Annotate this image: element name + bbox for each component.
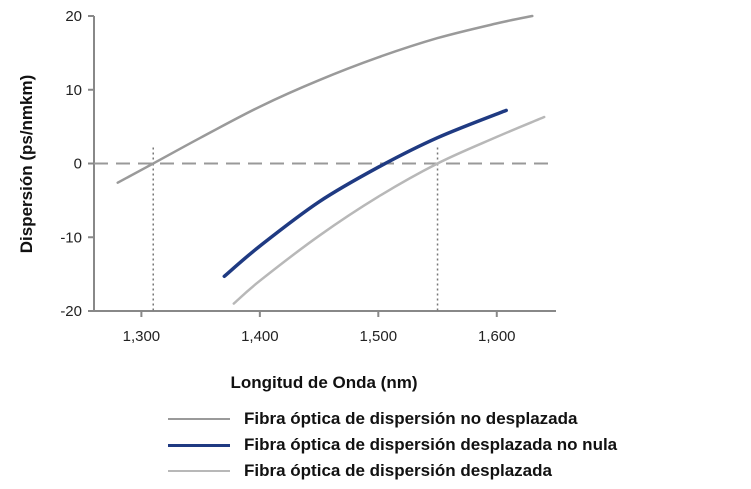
y-tick-label: 20 (65, 8, 82, 25)
reference-lines (94, 147, 556, 311)
legend-swatch (168, 418, 230, 420)
legend-label: Fibra óptica de dispersión desplazada no… (244, 435, 618, 454)
series-line-1 (116, 14, 534, 184)
y-tick-label: -10 (60, 229, 82, 246)
x-axis-title: Longitud de Onda (nm) (231, 373, 418, 392)
x-axis-ticks: 1,300 1,400 1,500 1,600 (123, 311, 516, 345)
legend-label: Fibra óptica de dispersión no desplazada (244, 409, 578, 428)
y-axis-ticks: 20 10 0 -10 -20 (60, 8, 94, 320)
legend-item-desplazada-no-nula: Fibra óptica de dispersión desplazada no… (168, 432, 617, 458)
x-tick-label: 1,600 (478, 328, 516, 345)
legend: Fibra óptica de dispersión no desplazada… (168, 406, 617, 484)
legend-swatch (168, 470, 230, 472)
legend-item-desplazada: Fibra óptica de dispersión desplazada (168, 458, 617, 484)
x-tick-label: 1,300 (123, 328, 161, 345)
x-tick-label: 1,400 (241, 328, 279, 345)
series-group (116, 14, 546, 305)
y-tick-label: 10 (65, 82, 82, 99)
legend-item-no-desplazada: Fibra óptica de dispersión no desplazada (168, 406, 617, 432)
series-line-3 (232, 115, 546, 305)
legend-swatch (168, 443, 230, 447)
y-tick-label: 0 (74, 156, 82, 173)
series-line-2 (222, 108, 508, 279)
y-tick-label: -20 (60, 303, 82, 320)
x-tick-label: 1,500 (360, 328, 398, 345)
legend-label: Fibra óptica de dispersión desplazada (244, 461, 552, 480)
y-axis-title: Dispersión (ps/nmkm) (17, 75, 36, 254)
